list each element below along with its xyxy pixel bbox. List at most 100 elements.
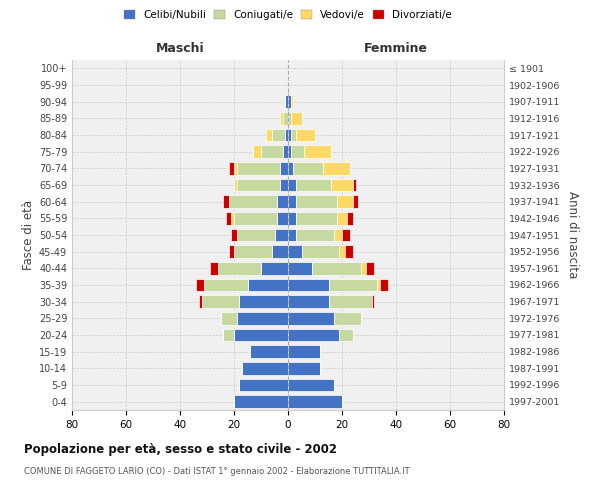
Bar <box>290 96 293 108</box>
Bar <box>366 262 374 274</box>
Bar <box>234 162 236 174</box>
Bar <box>288 262 313 274</box>
Bar <box>283 112 288 124</box>
Bar <box>234 212 277 224</box>
Bar <box>296 196 337 208</box>
Bar <box>242 362 288 374</box>
Bar <box>232 229 236 241</box>
Bar <box>288 362 320 374</box>
Y-axis label: Anni di nascita: Anni di nascita <box>566 192 579 278</box>
Bar <box>313 262 361 274</box>
Bar <box>337 212 347 224</box>
Bar <box>218 262 261 274</box>
Bar <box>221 312 236 324</box>
Bar <box>229 196 277 208</box>
Bar <box>340 246 344 258</box>
Bar <box>236 229 275 241</box>
Bar <box>340 329 353 341</box>
Bar <box>290 129 296 141</box>
Bar <box>323 162 350 174</box>
Y-axis label: Fasce di età: Fasce di età <box>22 200 35 270</box>
Bar <box>331 179 353 192</box>
Bar <box>288 212 296 224</box>
Bar <box>288 279 329 291</box>
Bar <box>288 246 302 258</box>
Bar <box>280 179 288 192</box>
Bar <box>261 262 288 274</box>
Bar <box>239 296 288 308</box>
Bar <box>377 279 380 291</box>
Bar <box>236 179 280 192</box>
Bar <box>290 146 304 158</box>
Bar <box>293 162 323 174</box>
Bar <box>288 162 293 174</box>
Bar <box>277 212 288 224</box>
Bar <box>250 346 288 358</box>
Bar <box>234 246 272 258</box>
Bar <box>288 179 296 192</box>
Bar <box>280 162 288 174</box>
Bar <box>229 162 234 174</box>
Bar <box>329 279 377 291</box>
Bar <box>329 296 372 308</box>
Bar <box>353 196 358 208</box>
Bar <box>288 346 320 358</box>
Bar <box>296 129 315 141</box>
Bar <box>239 379 288 391</box>
Bar <box>347 212 353 224</box>
Bar <box>344 246 353 258</box>
Bar <box>342 229 350 241</box>
Bar <box>296 179 331 192</box>
Text: Maschi: Maschi <box>155 42 205 55</box>
Bar <box>290 112 302 124</box>
Bar <box>288 129 290 141</box>
Bar <box>288 296 329 308</box>
Text: Popolazione per età, sesso e stato civile - 2002: Popolazione per età, sesso e stato civil… <box>24 442 337 456</box>
Bar <box>288 96 290 108</box>
Bar <box>272 246 288 258</box>
Bar <box>199 296 202 308</box>
Bar <box>204 279 248 291</box>
Bar <box>248 279 288 291</box>
Bar <box>334 312 361 324</box>
Bar <box>337 196 353 208</box>
Bar <box>261 146 283 158</box>
Legend: Celibi/Nubili, Coniugati/e, Vedovi/e, Divorziati/e: Celibi/Nubili, Coniugati/e, Vedovi/e, Di… <box>122 8 454 22</box>
Bar <box>334 229 342 241</box>
Bar <box>229 246 234 258</box>
Bar <box>288 329 340 341</box>
Bar <box>236 312 288 324</box>
Bar <box>234 329 288 341</box>
Bar <box>272 129 286 141</box>
Bar <box>286 96 288 108</box>
Bar <box>372 296 374 308</box>
Bar <box>288 112 290 124</box>
Bar <box>196 279 204 291</box>
Text: COMUNE DI FAGGETO LARIO (CO) - Dati ISTAT 1° gennaio 2002 - Elaborazione TUTTITA: COMUNE DI FAGGETO LARIO (CO) - Dati ISTA… <box>24 468 410 476</box>
Bar <box>234 396 288 408</box>
Bar <box>226 212 232 224</box>
Bar <box>236 162 280 174</box>
Bar <box>280 112 283 124</box>
Bar <box>283 146 288 158</box>
Bar <box>232 212 234 224</box>
Bar <box>361 262 366 274</box>
Bar <box>288 379 334 391</box>
Bar <box>223 329 234 341</box>
Bar <box>288 146 290 158</box>
Bar <box>266 129 272 141</box>
Bar <box>288 196 296 208</box>
Bar <box>253 146 261 158</box>
Bar <box>353 179 355 192</box>
Bar <box>296 212 337 224</box>
Bar <box>304 146 331 158</box>
Bar <box>275 229 288 241</box>
Bar <box>302 246 340 258</box>
Bar <box>234 179 236 192</box>
Bar <box>288 312 334 324</box>
Bar <box>288 396 342 408</box>
Bar <box>288 229 296 241</box>
Bar <box>286 129 288 141</box>
Bar <box>202 296 239 308</box>
Bar <box>277 196 288 208</box>
